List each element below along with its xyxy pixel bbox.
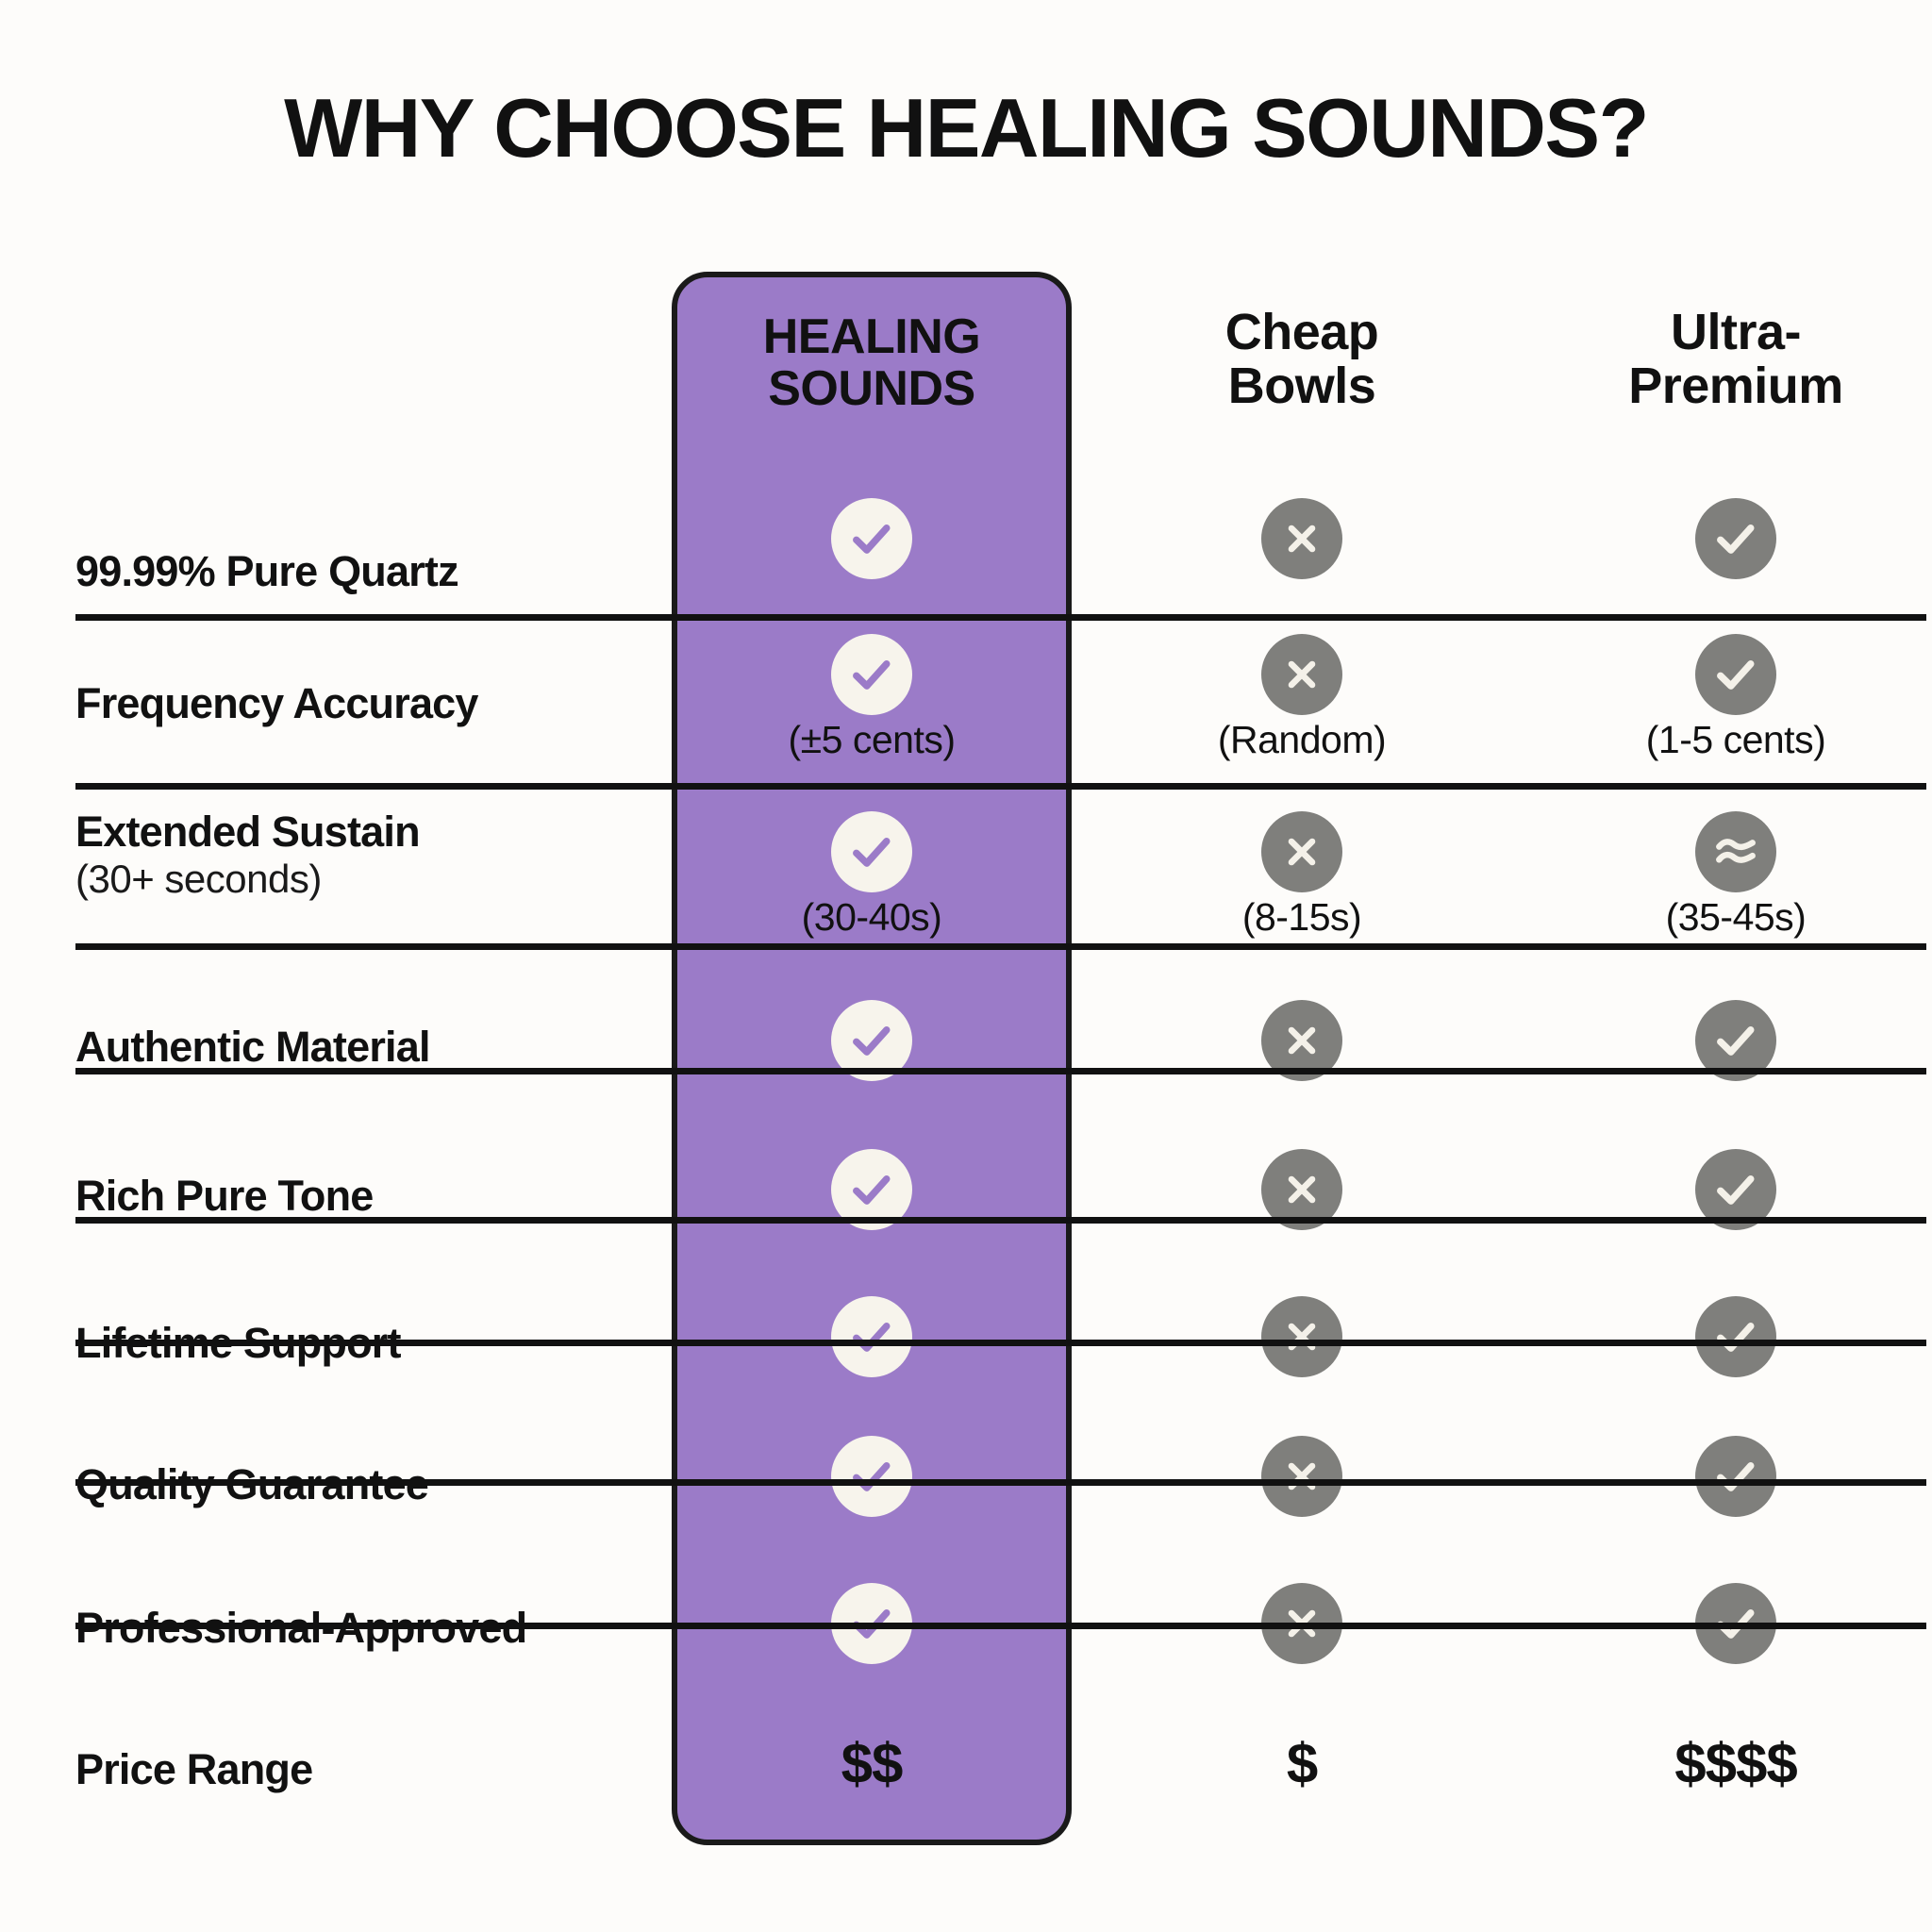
row-label-main: Frequency Accuracy bbox=[75, 679, 478, 727]
cell-note: (Random) bbox=[1217, 718, 1387, 761]
row-label-main: Price Range bbox=[75, 1745, 313, 1793]
check-icon bbox=[831, 811, 912, 892]
cross-icon bbox=[1261, 634, 1342, 715]
check-icon bbox=[1695, 498, 1776, 579]
row-divider bbox=[75, 943, 1926, 950]
check-icon bbox=[1695, 1436, 1776, 1517]
row-divider bbox=[75, 1340, 1926, 1346]
row-label-sub: (30+ seconds) bbox=[75, 856, 322, 901]
cross-icon bbox=[1261, 1149, 1342, 1230]
cross-icon bbox=[1261, 498, 1342, 579]
column-header-line1: Cheap bbox=[1224, 304, 1379, 360]
row-label-main: Authentic Material bbox=[75, 1023, 430, 1071]
row-label-main: 99.99% Pure Quartz bbox=[75, 547, 459, 595]
price-value: $$ bbox=[841, 1732, 904, 1795]
cell-quality-guarantee-ultra-premium bbox=[1528, 1436, 1932, 1517]
cell-rich-pure-tone-ultra-premium bbox=[1528, 1149, 1932, 1230]
cell-note: (1-5 cents) bbox=[1645, 718, 1826, 761]
cell-pure-quartz-cheap-bowls bbox=[1094, 498, 1509, 579]
cross-icon bbox=[1261, 1000, 1342, 1081]
cross-icon bbox=[1261, 811, 1342, 892]
cell-frequency-accuracy-ultra-premium: (1-5 cents) bbox=[1528, 634, 1932, 761]
cross-icon bbox=[1261, 1436, 1342, 1517]
cell-authentic-material-healing-sounds bbox=[672, 1000, 1072, 1081]
row-label-price-range: Price Range bbox=[75, 1745, 641, 1793]
check-icon bbox=[831, 1296, 912, 1377]
cell-quality-guarantee-healing-sounds bbox=[672, 1436, 1072, 1517]
price-value: $ bbox=[1286, 1732, 1318, 1795]
cell-rich-pure-tone-cheap-bowls bbox=[1094, 1149, 1509, 1230]
cell-authentic-material-cheap-bowls bbox=[1094, 1000, 1509, 1081]
cell-quality-guarantee-cheap-bowls bbox=[1094, 1436, 1509, 1517]
row-label-rich-pure-tone: Rich Pure Tone bbox=[75, 1172, 641, 1220]
row-label-frequency-accuracy: Frequency Accuracy bbox=[75, 679, 641, 727]
approximately-icon bbox=[1695, 811, 1776, 892]
row-divider bbox=[75, 1623, 1926, 1629]
row-label-extended-sustain: Extended Sustain (30+ seconds) bbox=[75, 808, 641, 902]
row-divider bbox=[75, 1479, 1926, 1486]
column-header-ultra-premium: Ultra- Premium bbox=[1528, 306, 1932, 412]
cell-extended-sustain-ultra-premium: (35-45s) bbox=[1528, 811, 1932, 939]
row-divider bbox=[75, 1217, 1926, 1224]
cell-price-range-cheap-bowls: $ bbox=[1094, 1736, 1509, 1792]
cell-frequency-accuracy-cheap-bowls: (Random) bbox=[1094, 634, 1509, 761]
cell-lifetime-support-healing-sounds bbox=[672, 1296, 1072, 1377]
check-icon bbox=[1695, 634, 1776, 715]
column-header-healing-sounds: HEALING SOUNDS bbox=[672, 311, 1072, 414]
column-header-line1: HEALING bbox=[762, 309, 981, 364]
column-header-line1: Ultra- bbox=[1670, 304, 1802, 360]
cell-pure-quartz-ultra-premium bbox=[1528, 498, 1932, 579]
cell-note: (35-45s) bbox=[1665, 895, 1807, 939]
cell-lifetime-support-ultra-premium bbox=[1528, 1296, 1932, 1377]
page-title: WHY CHOOSE HEALING SOUNDS? bbox=[284, 81, 1649, 175]
cell-extended-sustain-cheap-bowls: (8-15s) bbox=[1094, 811, 1509, 939]
row-divider bbox=[75, 1068, 1926, 1074]
row-label-main: Extended Sustain bbox=[75, 808, 421, 856]
cell-note: (30-40s) bbox=[801, 895, 942, 939]
cell-authentic-material-ultra-premium bbox=[1528, 1000, 1932, 1081]
column-header-line2: SOUNDS bbox=[768, 360, 975, 416]
price-value: $$$$ bbox=[1674, 1732, 1797, 1795]
cell-note: (8-15s) bbox=[1241, 895, 1362, 939]
cell-lifetime-support-cheap-bowls bbox=[1094, 1296, 1509, 1377]
cell-note: (±5 cents) bbox=[788, 718, 957, 761]
column-header-cheap-bowls: Cheap Bowls bbox=[1094, 306, 1509, 412]
cell-rich-pure-tone-healing-sounds bbox=[672, 1149, 1072, 1230]
check-icon bbox=[831, 498, 912, 579]
check-icon bbox=[1695, 1149, 1776, 1230]
check-icon bbox=[831, 1436, 912, 1517]
row-label-pure-quartz: 99.99% Pure Quartz bbox=[75, 547, 641, 595]
row-divider bbox=[75, 614, 1926, 621]
row-label-main: Rich Pure Tone bbox=[75, 1172, 374, 1220]
check-icon bbox=[831, 1149, 912, 1230]
cell-frequency-accuracy-healing-sounds: (±5 cents) bbox=[672, 634, 1072, 761]
check-icon bbox=[1695, 1296, 1776, 1377]
column-header-line2: Premium bbox=[1628, 357, 1843, 414]
cross-icon bbox=[1261, 1296, 1342, 1377]
row-divider bbox=[75, 783, 1926, 790]
column-header-line2: Bowls bbox=[1227, 357, 1376, 414]
row-label-authentic-material: Authentic Material bbox=[75, 1024, 641, 1071]
cell-price-range-healing-sounds: $$ bbox=[672, 1736, 1072, 1792]
check-icon bbox=[1695, 1000, 1776, 1081]
check-icon bbox=[831, 1000, 912, 1081]
cell-pure-quartz-healing-sounds bbox=[672, 498, 1072, 579]
cell-extended-sustain-healing-sounds: (30-40s) bbox=[672, 811, 1072, 939]
cell-price-range-ultra-premium: $$$$ bbox=[1528, 1736, 1932, 1792]
check-icon bbox=[831, 634, 912, 715]
